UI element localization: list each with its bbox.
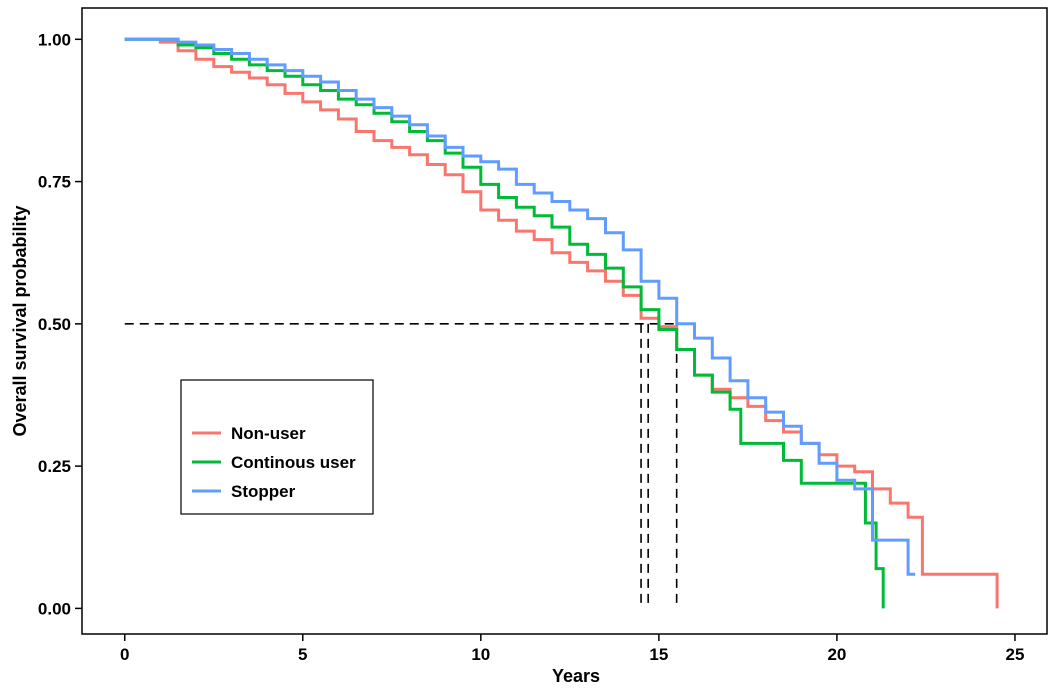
x-tick-label: 5 bbox=[298, 645, 307, 664]
y-tick-label: 0.50 bbox=[38, 315, 71, 334]
survival-curves bbox=[124, 37, 999, 609]
y-tick-label: 1.00 bbox=[38, 30, 71, 49]
y-tick-label: 0.00 bbox=[38, 599, 71, 618]
legend-label: Stopper bbox=[231, 482, 296, 501]
y-axis-title: Overall survival probability bbox=[10, 205, 30, 436]
series-line-continous-user bbox=[124, 37, 885, 609]
x-tick-label: 25 bbox=[1005, 645, 1024, 664]
y-tick-label: 0.25 bbox=[38, 457, 71, 476]
x-tick-label: 15 bbox=[649, 645, 668, 664]
x-tick-label: 0 bbox=[120, 645, 129, 664]
x-tick-label: 10 bbox=[471, 645, 490, 664]
legend-label: Continous user bbox=[231, 453, 356, 472]
x-tick-label: 20 bbox=[827, 645, 846, 664]
plot-panel bbox=[81, 7, 1048, 635]
median-reference-lines bbox=[124, 323, 678, 609]
legend: Non-user Continous user Stopper bbox=[180, 379, 374, 515]
y-tick-label: 0.75 bbox=[38, 173, 71, 192]
y-axis-ticks: 0.00 0.25 0.50 0.75 1.00 bbox=[38, 30, 82, 618]
x-axis-title: Years bbox=[552, 666, 600, 686]
x-axis-ticks: 0 5 10 15 20 25 bbox=[120, 634, 1024, 664]
series-line-stopper bbox=[124, 37, 916, 576]
legend-label: Non-user bbox=[231, 424, 306, 443]
